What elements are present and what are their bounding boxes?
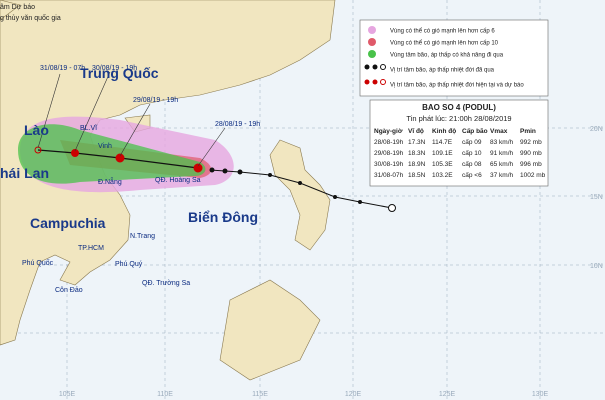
genesis-point [388, 204, 396, 212]
track-time: 30/08/19 - 19h [92, 65, 137, 72]
region-label: Trung Quốc [80, 65, 159, 81]
table-cell: 109.1E [432, 150, 453, 157]
legend-label: Vùng tâm bão, áp thấp có khả năng đi qua [390, 53, 504, 59]
table-cell: 18.3N [408, 150, 426, 157]
table-box [369, 99, 549, 187]
table-cell: 996 mb [520, 161, 542, 168]
legend-label: Vùng có thể có gió mạnh lên hơn cấp 10 [390, 40, 499, 47]
track-time: 29/08/19 - 19h [133, 97, 178, 104]
place-label: Đ.Nẵng [98, 177, 122, 186]
lon-label: 120E [345, 391, 362, 398]
table-header: Kinh độ [432, 128, 456, 135]
table-cell: 992 mb [520, 139, 542, 146]
table-header: Ngày-giờ [374, 128, 403, 135]
table-cell: 37 km/h [490, 172, 514, 179]
table-header: Cấp bão [462, 127, 488, 135]
region-label: Campuchia [30, 215, 106, 231]
track-leaders [37, 71, 226, 167]
table-header: Vmax [490, 128, 508, 135]
legend-swatches [364, 26, 386, 85]
legend-label: Vị trí tâm bão, áp thấp nhiệt đới hiện t… [390, 83, 524, 89]
table-issued: Tin phát lúc: 21:00h 28/08/2019 [406, 114, 511, 123]
table-cell: 29/08-19h [374, 150, 404, 157]
legend-label: Vị trí tâm bão, áp thấp nhiệt đới đã qua [390, 68, 495, 74]
table-cell: 1002 mb [520, 172, 546, 179]
table-header: Pmin [520, 128, 536, 135]
forecast-track [37, 149, 199, 169]
place-label: Phú Quý [115, 261, 143, 268]
center-zone [18, 124, 206, 184]
table-cell: 105.3E [432, 161, 453, 168]
place-label: N.Trang [130, 233, 155, 240]
lat-label: 15N [590, 194, 603, 201]
table-cell: 31/08-07h [374, 172, 404, 179]
place-label: BL.Vĩ [80, 125, 98, 132]
place-label: TP.HCM [78, 245, 104, 252]
org-name: âm Dự báo [0, 4, 35, 11]
table-cell: 990 mb [520, 150, 542, 157]
lon-label: 110E [157, 391, 173, 398]
past-points [209, 167, 362, 204]
legend-box [359, 19, 549, 97]
lon-label: 130E [532, 391, 549, 398]
table-cell: cấp 10 [462, 148, 482, 157]
table-title: BAO SO 4 (PODUL) [422, 103, 496, 112]
place-label: QĐ. Trường Sa [142, 280, 190, 287]
table-cell: 83 km/h [490, 139, 514, 146]
place-label: Côn Đảo [55, 287, 83, 294]
lon-label: 125E [439, 391, 456, 398]
table-header: Vĩ độ [408, 128, 424, 135]
place-label: Phú Quốc [22, 258, 54, 267]
region-label: hái Lan [0, 165, 49, 181]
table-cell: 17.3N [408, 139, 426, 146]
table-cell: cấp <6 [462, 170, 482, 179]
forecast-points [34, 146, 203, 173]
place-label: QĐ. Hoàng Sa [155, 177, 201, 184]
lon-label: 105E [59, 391, 76, 398]
lon-label: 115E [252, 391, 268, 398]
table-cell: 91 km/h [490, 150, 514, 157]
region-label: Biển Đông [188, 209, 258, 225]
track-time: 28/08/19 - 19h [215, 121, 260, 128]
table-cell: 18.9N [408, 161, 426, 168]
table-cell: 30/08-19h [374, 161, 404, 168]
table-cell: cấp 08 [462, 159, 482, 168]
table-cell: 28/08-19h [374, 139, 404, 146]
table-cell: 18.5N [408, 172, 426, 179]
table-cell: 114.7E [432, 139, 453, 146]
track-time: 31/08/19 - 07h [40, 65, 85, 72]
table-cell: 103.2E [432, 172, 453, 179]
lat-label: 20N [590, 126, 603, 133]
region-label: Lào [24, 122, 49, 138]
org-name: g thủy văn quốc gia [0, 13, 61, 22]
forecast-cone [18, 116, 234, 193]
place-label: Vinh [98, 143, 112, 150]
lat-label: 10N [590, 263, 603, 270]
table-cell: 65 km/h [490, 161, 514, 168]
legend-label: Vùng có thể có gió mạnh lên hơn cấp 6 [390, 28, 495, 35]
header: âm Dự báo g thủy văn quốc gia [0, 4, 61, 22]
table-cell: cấp 09 [462, 137, 482, 146]
